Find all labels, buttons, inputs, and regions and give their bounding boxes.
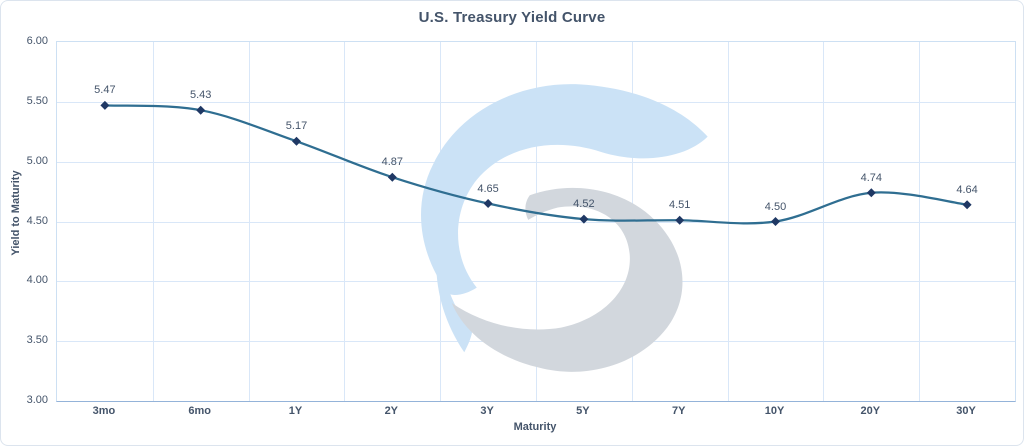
x-tick-label: 3Y [480, 405, 494, 417]
data-label: 5.43 [189, 89, 212, 102]
v-gridline [344, 42, 346, 401]
plot-area: 5.47 5.43 5.17 4.87 4.65 4.52 4.51 4.50 4.74 4.64 [56, 41, 1016, 402]
x-tick-label: 30Y [956, 405, 976, 417]
data-label: 4.87 [381, 156, 404, 169]
v-gridline [919, 42, 921, 401]
v-gridline [727, 42, 729, 401]
data-label: 4.50 [764, 200, 787, 213]
y-tick-label: 5.00 [26, 154, 48, 167]
y-tick-label: 4.50 [26, 214, 48, 227]
data-label: 5.47 [94, 84, 116, 97]
x-tick-label: 1Y [288, 405, 303, 417]
x-tick-label: 6mo [188, 405, 211, 417]
v-gridline [152, 42, 154, 401]
y-tick-label: 4.00 [26, 274, 48, 287]
watermark-shape [451, 187, 683, 372]
v-gridline [248, 42, 250, 401]
y-tick-label: 6.00 [26, 35, 48, 47]
data-label: 4.51 [668, 199, 691, 212]
v-gridline [823, 42, 825, 401]
x-tick-label: 3mo [92, 405, 116, 417]
y-tick-label: 5.50 [26, 94, 48, 107]
chart-title: U.S. Treasury Yield Curve [418, 9, 606, 26]
watermark-shape [421, 84, 708, 295]
x-axis-title: Maturity [513, 421, 557, 433]
x-tick-label: 2Y [384, 405, 399, 417]
data-label: 5.17 [285, 120, 308, 133]
y-axis-title: Yield to Maturity [10, 170, 22, 256]
y-tick-label: 3.00 [26, 394, 48, 406]
yield-curve-series [100, 100, 972, 226]
data-label: 4.52 [573, 198, 595, 211]
data-point-markers [100, 100, 972, 226]
x-tick-label: 5Y [576, 405, 590, 417]
data-label: 4.65 [477, 182, 499, 195]
yield-curve-line [103, 104, 969, 225]
data-label: 4.74 [860, 171, 883, 184]
x-tick-label: 10Y [764, 405, 785, 417]
x-tick-label: 7Y [671, 405, 686, 417]
v-gridline [536, 42, 537, 401]
watermark-logo [421, 84, 708, 372]
x-tick-label: 20Y [860, 405, 881, 417]
data-label: 4.64 [956, 183, 978, 196]
y-tick-label: 3.50 [26, 334, 48, 347]
